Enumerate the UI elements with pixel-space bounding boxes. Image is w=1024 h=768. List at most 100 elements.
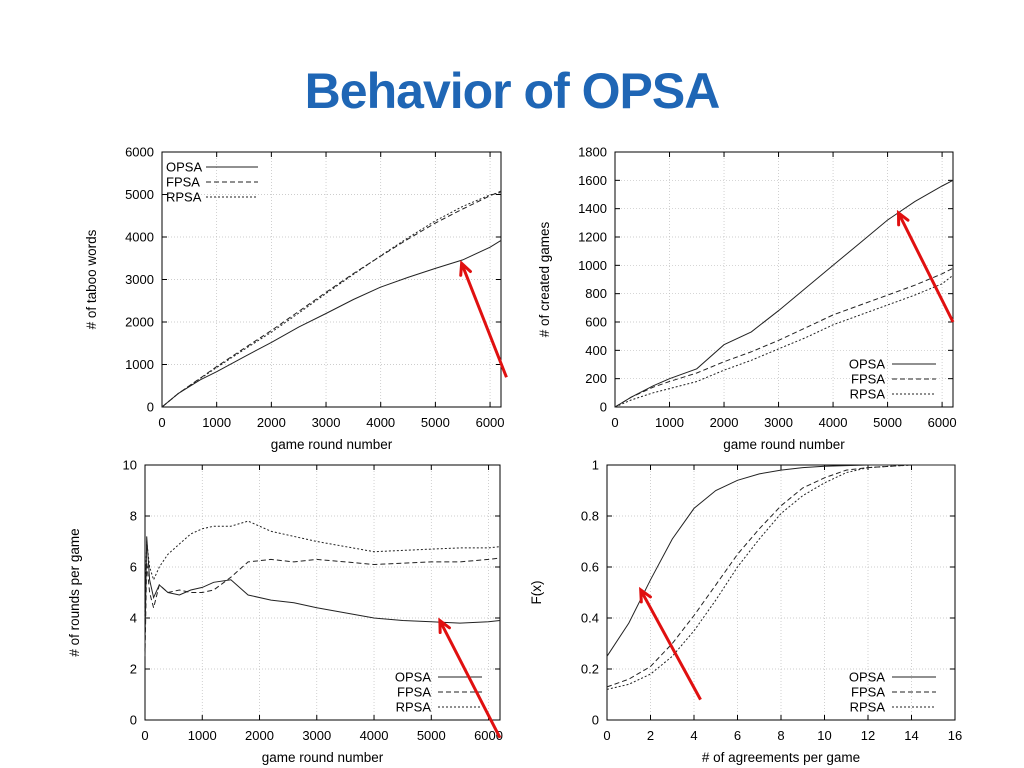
x-tick-label: 2000 [710,415,739,430]
y-tick-label: 2000 [125,315,154,330]
x-tick-label: 2000 [257,415,286,430]
annotation-arrow [896,209,955,323]
arrow-shaft [897,212,955,323]
x-axis-label: game round number [271,437,393,452]
series-line-fpsa [161,190,502,408]
x-tick-label: 8 [777,728,784,743]
legend-label-opsa: OPSA [849,357,885,372]
x-tick-label: 16 [948,728,962,743]
y-axis-label: F(x) [529,581,544,605]
x-tick-label: 0 [158,415,165,430]
x-tick-label: 4 [690,728,697,743]
legend-label-fpsa: FPSA [851,685,885,700]
x-tick-label: 3000 [764,415,793,430]
x-tick-label: 3000 [302,728,331,743]
x-tick-label: 1000 [202,415,231,430]
x-tick-label: 4000 [366,415,395,430]
legend-label-rpsa: RPSA [166,190,202,205]
chart-2: 0 1000 2000 3000 4000 5000 6000 0 200 400 600 800 10… [537,145,957,453]
y-tick-label: 1 [592,458,599,473]
y-tick-label: 1800 [578,145,607,160]
series-line-opsa [144,536,501,644]
legend-label-fpsa: FPSA [851,372,885,387]
x-tick-label: 0 [603,728,610,743]
y-axis-label: # of taboo words [84,229,99,329]
series-line-opsa [606,464,955,657]
x-tick-label: 0 [611,415,618,430]
y-axis-label: # of rounds per game [67,528,82,656]
legend-label-opsa: OPSA [849,670,885,685]
y-tick-label: 0.4 [581,611,599,626]
legend-label-opsa: OPSA [166,160,202,175]
y-tick-label: 0 [130,713,137,728]
series-line-opsa [614,179,954,408]
y-tick-label: 5000 [125,187,154,202]
x-tick-label: 2000 [245,728,274,743]
y-tick-label: 0 [147,400,154,415]
y-axis-label: # of created games [537,221,552,337]
y-tick-label: 1400 [578,201,607,216]
x-axis-label: game round number [723,437,845,452]
legend-label-opsa: OPSA [395,670,431,685]
y-tick-label: 8 [130,509,137,524]
chart-4: 0 2 4 6 8 10 12 14 16 0 0.2 0.4 0.6 0.8 1 # of agreemen… [529,458,962,766]
x-tick-label: 5000 [421,415,450,430]
legend-label-rpsa: RPSA [396,700,432,715]
arrow-head [438,617,451,635]
legend-label-rpsa: RPSA [850,387,886,402]
x-axis-label: game round number [262,750,384,765]
y-tick-label: 4000 [125,230,154,245]
x-tick-label: 4000 [819,415,848,430]
y-tick-label: 0.6 [581,560,599,575]
x-tick-label: 6 [734,728,741,743]
plot-frame [614,151,954,408]
x-tick-label: 5000 [417,728,446,743]
y-tick-label: 1600 [578,173,607,188]
arrow-head [896,209,910,227]
y-tick-label: 600 [585,315,607,330]
x-tick-label: 0 [141,728,148,743]
annotation-arrow [639,586,702,701]
arrow-shaft [639,589,702,701]
x-tick-label: 4000 [360,728,389,743]
y-tick-label: 1200 [578,230,607,245]
series-line-fpsa [614,267,954,408]
series-line-rpsa [144,520,501,619]
legend-label-fpsa: FPSA [397,685,431,700]
series-line-rpsa [614,274,954,408]
y-tick-label: 0 [592,713,599,728]
x-tick-label: 1000 [188,728,217,743]
slide-title: Behavior of OPSA [304,63,721,119]
y-tick-label: 0.8 [581,509,599,524]
series-line-opsa [161,239,502,408]
y-tick-label: 200 [585,371,607,386]
y-tick-label: 400 [585,343,607,358]
legend-label-fpsa: FPSA [166,175,200,190]
y-tick-label: 2 [130,662,137,677]
plot-frame [144,464,501,721]
y-tick-label: 6000 [125,145,154,160]
x-axis-label: # of agreements per game [702,750,860,765]
x-tick-label: 5000 [873,415,902,430]
y-tick-label: 6 [130,560,137,575]
y-tick-label: 1000 [125,357,154,372]
y-tick-label: 0.2 [581,662,599,677]
series-line-rpsa [606,464,955,690]
y-tick-label: 800 [585,286,607,301]
chart-1: 0 1000 2000 3000 4000 5000 6000 0 1000 2000 3000 40… [84,145,508,452]
annotation-arrow [438,617,502,739]
series-line-rpsa [161,191,502,408]
y-tick-label: 0 [600,400,607,415]
arrow-head [639,586,652,604]
x-tick-label: 14 [904,728,918,743]
x-tick-label: 10 [817,728,831,743]
x-tick-label: 2 [647,728,654,743]
y-tick-label: 1000 [578,258,607,273]
series-line-fpsa [606,464,955,688]
series-line-fpsa [144,557,501,657]
x-tick-label: 12 [861,728,875,743]
x-tick-label: 6000 [928,415,957,430]
y-tick-label: 4 [130,611,137,626]
